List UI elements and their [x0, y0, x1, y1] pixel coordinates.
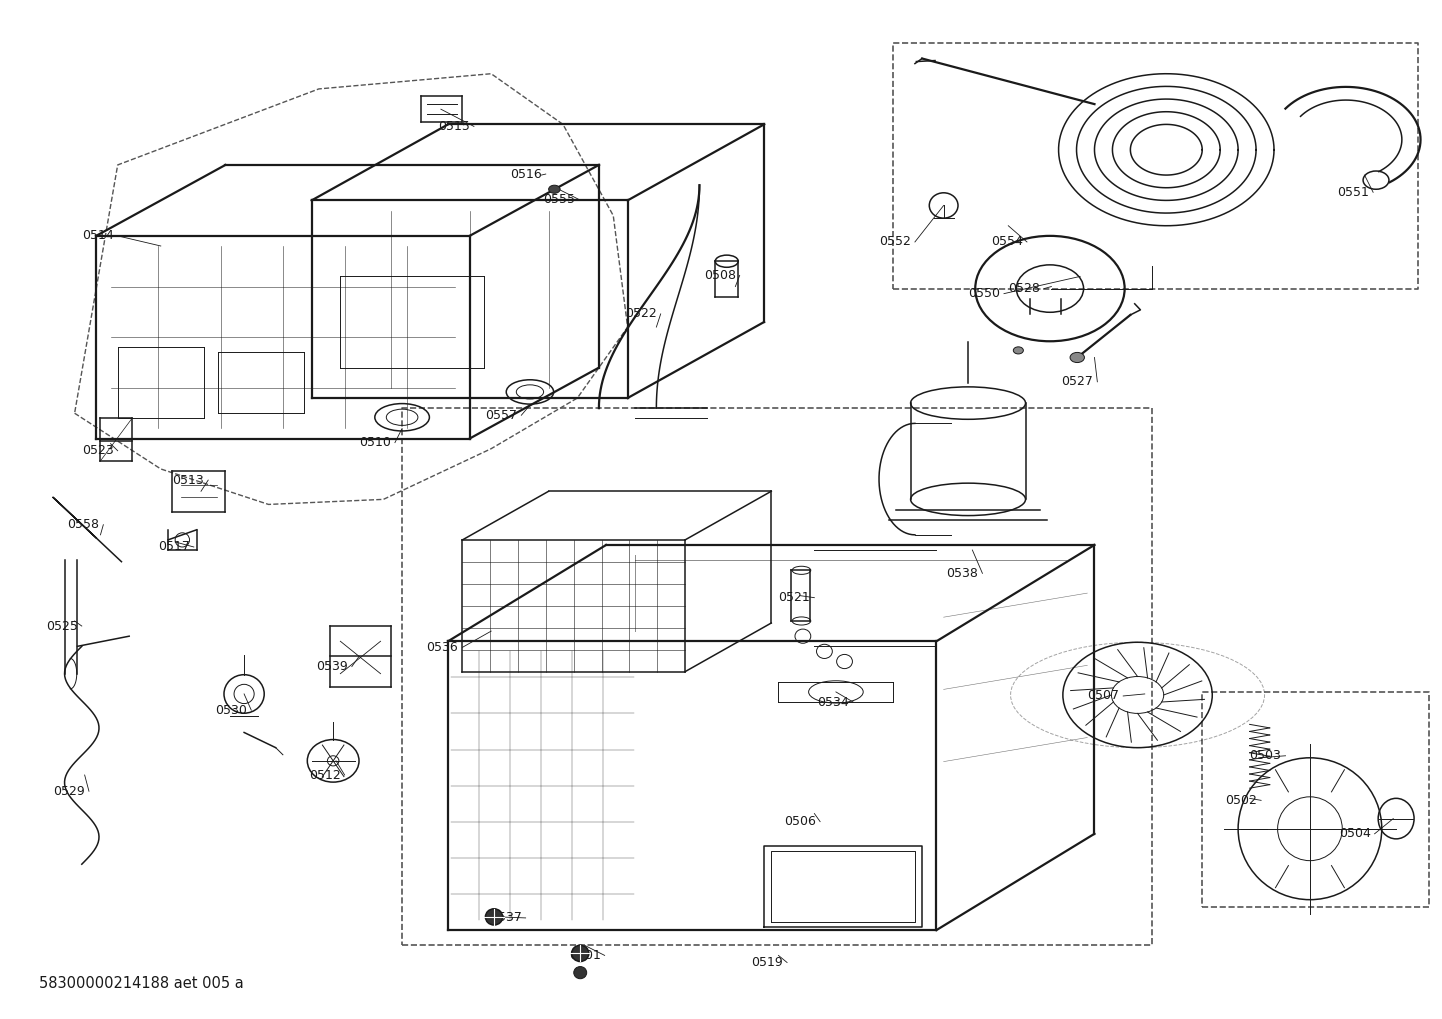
Text: 0523: 0523 — [82, 444, 114, 458]
Text: 0551: 0551 — [1337, 185, 1368, 199]
Text: 0558: 0558 — [68, 519, 99, 531]
Text: 0513: 0513 — [172, 474, 203, 487]
Text: 0538: 0538 — [946, 567, 978, 580]
Text: 0530: 0530 — [215, 704, 247, 716]
Text: 0506: 0506 — [784, 815, 816, 828]
Ellipse shape — [574, 967, 587, 978]
Text: 0502: 0502 — [1226, 794, 1257, 807]
Text: 0554: 0554 — [991, 235, 1022, 249]
Text: 58300000214188 aet 005 a: 58300000214188 aet 005 a — [39, 976, 244, 990]
Text: 0501: 0501 — [568, 949, 601, 962]
Ellipse shape — [571, 946, 588, 962]
Ellipse shape — [1014, 346, 1024, 354]
Text: 0528: 0528 — [1008, 282, 1040, 296]
Text: 0539: 0539 — [316, 660, 348, 674]
Text: 0521: 0521 — [779, 591, 810, 604]
Text: 0522: 0522 — [624, 308, 656, 320]
Text: 0527: 0527 — [1061, 375, 1093, 388]
Text: 0525: 0525 — [46, 620, 78, 633]
Ellipse shape — [548, 185, 559, 194]
Text: 0529: 0529 — [53, 785, 85, 798]
Ellipse shape — [1070, 353, 1084, 363]
Text: 0537: 0537 — [490, 911, 522, 924]
Text: 0519: 0519 — [751, 956, 783, 969]
Text: 0514: 0514 — [82, 229, 114, 243]
Text: 0534: 0534 — [818, 696, 849, 708]
Text: 0536: 0536 — [427, 641, 459, 654]
Text: 0515: 0515 — [438, 120, 470, 132]
Text: 0504: 0504 — [1338, 827, 1370, 841]
Text: 0516: 0516 — [510, 167, 542, 180]
Text: 0517: 0517 — [159, 540, 190, 553]
Text: 0557: 0557 — [486, 409, 518, 422]
Text: 0503: 0503 — [1250, 749, 1282, 762]
Ellipse shape — [486, 909, 503, 925]
Text: 0512: 0512 — [309, 768, 340, 782]
Text: 0555: 0555 — [542, 193, 575, 206]
Text: 0510: 0510 — [359, 436, 391, 449]
Text: 0552: 0552 — [880, 235, 911, 249]
Text: 0507: 0507 — [1087, 690, 1119, 702]
Text: 0508: 0508 — [704, 269, 735, 282]
Text: 0550: 0550 — [968, 287, 1001, 301]
